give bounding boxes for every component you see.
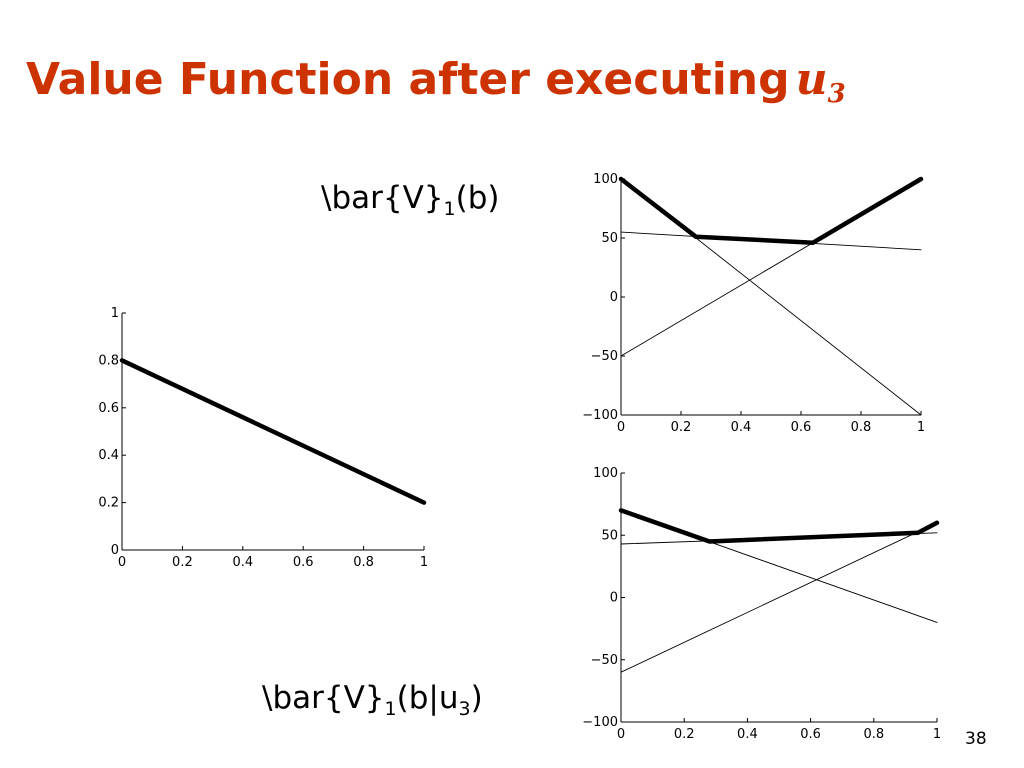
left-y-tick-label: 0.4 bbox=[98, 448, 119, 463]
bottom-right-x-tick-label: 0.4 bbox=[737, 727, 758, 742]
bottom-right-y-tick-label: −100 bbox=[582, 715, 618, 730]
bottom-right-value-function-line bbox=[618, 508, 940, 544]
top-label-sub: 1 bbox=[443, 198, 456, 220]
top-right-x-tick-label: 0.8 bbox=[851, 420, 872, 435]
bottom-right-x-tick-label: 0 bbox=[617, 727, 625, 742]
title-math: u3 bbox=[795, 54, 846, 108]
top-right-x-tick-label: 0.4 bbox=[731, 420, 752, 435]
title-text: Value Function after executing bbox=[26, 54, 790, 105]
left-value-function-line bbox=[119, 358, 427, 505]
left-y-tick-label: 0 bbox=[111, 543, 119, 558]
top-right-y-tick-label: 100 bbox=[593, 172, 618, 187]
left-y-tick-label: 0.2 bbox=[98, 496, 119, 511]
top-right-x-tick-label: 1 bbox=[917, 420, 925, 435]
bottom-right-y-tick-label: 0 bbox=[610, 591, 618, 606]
bottom-label-sub: 1 bbox=[384, 698, 397, 720]
top-right-value-function-line bbox=[618, 176, 924, 245]
page-number: 38 bbox=[965, 729, 987, 749]
bottom-right-y-tick-label: −50 bbox=[591, 653, 618, 668]
bottom-right-x-tick-label: 0.6 bbox=[800, 727, 821, 742]
bottom-chart-label: \bar{V}1(b|u3) bbox=[262, 683, 483, 719]
bottom-label-pre: \bar{V} bbox=[262, 680, 385, 716]
top-right-x-tick-label: 0.2 bbox=[671, 420, 692, 435]
top-label-pre: \bar{V} bbox=[321, 180, 444, 216]
bottom-right-x-tick-label: 1 bbox=[933, 727, 941, 742]
top-right-x-tick-label: 0 bbox=[617, 420, 625, 435]
bottom-label-post: ) bbox=[470, 680, 483, 716]
bottom-right-x-tick-label: 0.8 bbox=[863, 727, 884, 742]
left-y-tick-label: 1 bbox=[111, 306, 119, 321]
left-x-tick-label: 0.8 bbox=[353, 555, 374, 570]
bottom-right-y-tick-label: 100 bbox=[593, 466, 618, 481]
top-right-y-tick-label: −100 bbox=[582, 408, 618, 423]
bottom-label-mid: (b|u bbox=[396, 680, 459, 716]
title-math-sub: 3 bbox=[827, 79, 846, 109]
bottom-right-alpha-vector-line bbox=[620, 522, 938, 673]
left-x-tick-label: 0 bbox=[118, 555, 126, 570]
bottom-right-x-tick-label: 0.2 bbox=[674, 727, 695, 742]
slide-title: Value Function after executing u3 bbox=[26, 58, 846, 108]
left-x-tick-label: 0.2 bbox=[172, 555, 193, 570]
bottom-right-y-tick-label: 50 bbox=[601, 528, 618, 543]
top-label-post: (b) bbox=[455, 180, 500, 216]
top-right-y-tick-label: 50 bbox=[601, 231, 618, 246]
bottom-label-sub2: 3 bbox=[458, 698, 471, 720]
title-math-base: u bbox=[795, 54, 828, 105]
top-right-y-tick-label: 0 bbox=[610, 290, 618, 305]
top-right-x-tick-label: 0.6 bbox=[791, 420, 812, 435]
top-right-y-tick-label: −50 bbox=[591, 349, 618, 364]
left-y-tick-label: 0.6 bbox=[98, 401, 119, 416]
left-x-tick-label: 0.4 bbox=[232, 555, 253, 570]
left-y-tick-label: 0.8 bbox=[98, 353, 119, 368]
left-x-tick-label: 0.6 bbox=[293, 555, 314, 570]
top-chart-label: \bar{V}1(b) bbox=[321, 183, 500, 219]
left-x-tick-label: 1 bbox=[420, 555, 428, 570]
